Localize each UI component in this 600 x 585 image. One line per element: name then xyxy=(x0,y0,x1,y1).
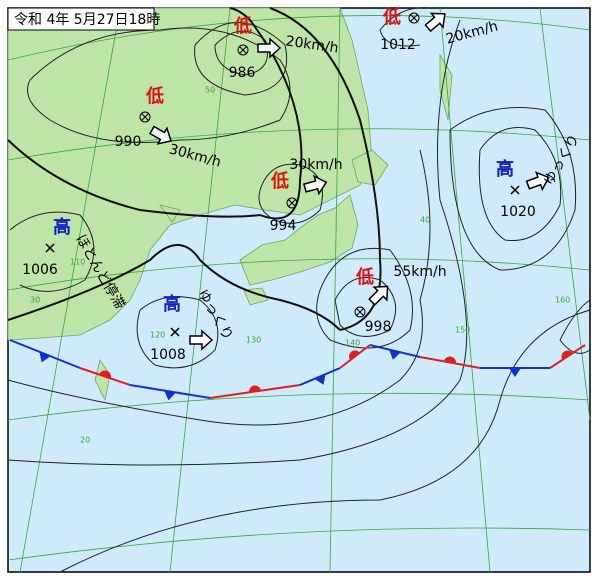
system-symbol: 低 xyxy=(355,266,374,288)
land xyxy=(7,7,453,402)
system-symbol: 高 xyxy=(496,158,514,180)
high-center xyxy=(510,185,520,195)
latlon-grid xyxy=(7,7,591,573)
central-pressure: 1006 xyxy=(22,262,58,278)
low-center-cross xyxy=(288,199,296,207)
grid-label: 150 xyxy=(455,326,470,335)
warm-front-mark xyxy=(99,370,111,379)
grid-label: 130 xyxy=(246,336,261,345)
map-title: 令和 4年 5月27日18時 xyxy=(14,12,160,28)
motion-speed: 55km/h xyxy=(393,264,446,280)
grid-label: 20 xyxy=(80,436,90,445)
central-pressure: 990 xyxy=(115,134,142,150)
system-symbol: 低 xyxy=(233,15,252,37)
system-symbol: 高 xyxy=(53,216,71,238)
motion-arrow xyxy=(525,171,550,192)
central-pressure: 1012 xyxy=(380,37,416,53)
warm-front-mark xyxy=(349,350,360,361)
warm-front-mark xyxy=(249,385,261,393)
motion-arrow xyxy=(148,125,173,145)
motion-arrow xyxy=(368,285,389,306)
central-pressure: 1008 xyxy=(150,347,186,363)
high-center xyxy=(45,243,55,253)
motion-arrow xyxy=(257,37,282,59)
motion-arrow xyxy=(303,174,328,196)
grid-label: 50 xyxy=(205,86,215,95)
system-symbol: 低 xyxy=(145,85,164,107)
grid-label: 120 xyxy=(150,331,165,340)
warm-front-mark xyxy=(444,356,456,364)
motion-speed: 20km/h xyxy=(285,33,340,56)
low-center-cross xyxy=(239,46,247,54)
isobars xyxy=(7,7,591,573)
grid-label: 40 xyxy=(420,216,430,225)
cold-front-mark xyxy=(314,374,326,385)
system-symbol: 高 xyxy=(163,293,181,315)
low-center-cross xyxy=(410,14,418,22)
motion-arrow xyxy=(424,12,446,33)
high-center xyxy=(170,327,180,337)
grid-label: 160 xyxy=(555,296,570,305)
low-center xyxy=(286,197,298,209)
grid-label: 110 xyxy=(70,258,85,267)
cold-front-mark xyxy=(164,390,176,401)
cold-front-mark xyxy=(39,351,51,363)
low-center-cross xyxy=(356,308,364,316)
warm-front-mark xyxy=(561,350,573,360)
grid-label: 140 xyxy=(345,339,360,348)
system-symbol: 低 xyxy=(382,6,401,28)
grid-label: 30 xyxy=(30,296,40,305)
cold-front-mark xyxy=(389,349,401,360)
low-center xyxy=(408,12,420,24)
low-center-cross xyxy=(141,113,149,121)
central-pressure: 1020 xyxy=(500,204,536,220)
low-center xyxy=(139,111,151,123)
central-pressure: 986 xyxy=(229,65,256,81)
central-pressure: 998 xyxy=(365,319,392,335)
central-pressure: 994 xyxy=(270,218,297,234)
low-center xyxy=(237,44,249,56)
system-symbol: 低 xyxy=(270,170,289,192)
motion-arrow xyxy=(189,329,214,351)
title-box xyxy=(7,7,155,31)
cold-front-mark xyxy=(509,368,521,377)
motion-speed: 30km/h xyxy=(289,157,342,173)
low-center xyxy=(354,306,366,318)
stationary-front xyxy=(9,339,586,401)
